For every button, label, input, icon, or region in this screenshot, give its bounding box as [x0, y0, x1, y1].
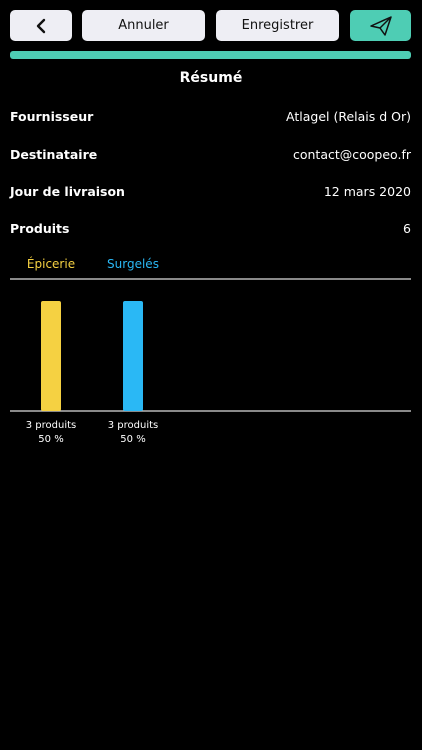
- detail-value: 12 mars 2020: [323, 184, 411, 199]
- chart: Épicerie 3 produits 50 % Surgelés 3 produits…: [10, 256, 411, 445]
- cancel-button[interactable]: Annuler: [82, 10, 205, 41]
- detail-value: contact@coopeo.fr: [292, 147, 411, 162]
- detail-row: Destinataire contact@coopeo.fr: [10, 147, 411, 162]
- detail-row: Produits 6: [10, 221, 411, 236]
- bar: [123, 301, 143, 411]
- detail-label: Fournisseur: [10, 109, 94, 124]
- send-icon: [369, 15, 392, 36]
- detail-row: Fournisseur Atlagel (Relais d Or): [10, 109, 411, 124]
- legend-label: Épicerie: [27, 256, 75, 271]
- value-label: 50 %: [38, 434, 63, 445]
- progress-bar: [10, 51, 411, 59]
- detail-row: Jour de livraison 12 mars 2020: [10, 184, 411, 199]
- send-button[interactable]: [350, 10, 411, 41]
- count-label: 3 produits: [26, 420, 77, 431]
- value-label: 50 %: [120, 434, 145, 445]
- detail-value: Atlagel (Relais d Or): [286, 109, 411, 124]
- title: Résumé: [179, 70, 243, 86]
- detail-label: Jour de livraison: [10, 184, 125, 199]
- save-button[interactable]: Enregistrer: [216, 10, 339, 41]
- legend-label: Surgelés: [107, 257, 159, 271]
- bar: [41, 301, 61, 411]
- detail-value: 6: [403, 221, 411, 236]
- detail-label: Destinataire: [10, 147, 98, 162]
- back-icon: [36, 18, 46, 33]
- count-label: 3 produits: [108, 420, 159, 431]
- back-button[interactable]: [10, 10, 72, 41]
- detail-label: Produits: [10, 221, 70, 236]
